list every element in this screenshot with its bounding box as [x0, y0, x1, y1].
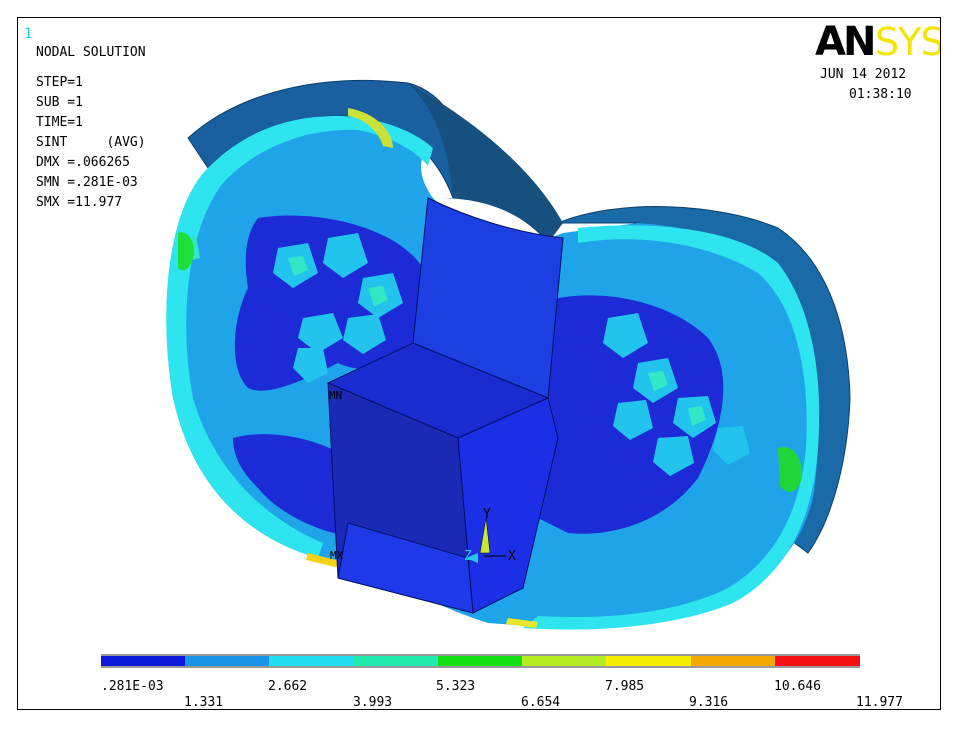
intercondylar-wall [408, 83, 563, 243]
logo-sys: SYS [875, 20, 941, 64]
step-label: STEP=1 [36, 75, 83, 90]
min-marker: MN [329, 389, 343, 402]
time-stamp: 01:38:10 [849, 87, 912, 102]
axis-x-label: X [508, 549, 516, 564]
legend-swatch-6 [606, 654, 692, 668]
legend-swatch-8 [774, 654, 860, 668]
result-item-label: SINT (AVG) [36, 135, 146, 150]
component-lower-face [337, 522, 474, 614]
legend-swatch-1 [185, 654, 271, 668]
window-number: 1 [24, 26, 33, 42]
ansys-logo: AN SYS [815, 19, 941, 65]
max-marker: MX [330, 549, 344, 562]
legend-label-5: 6.654 [521, 695, 561, 710]
axis-y-label: Y [483, 507, 491, 522]
legend-swatch-5 [522, 654, 608, 668]
axis-z-label: Z [464, 549, 472, 564]
legend-swatch-4 [437, 654, 523, 668]
fem-model-view[interactable] [18, 18, 940, 709]
legend-label-2: 2.662 [268, 679, 308, 694]
dmx-label: DMX =.066265 [36, 155, 130, 170]
graphics-window[interactable]: 1 NODAL SOLUTION STEP=1 SUB =1 TIME=1 SI… [17, 17, 941, 710]
time-label: TIME=1 [36, 115, 83, 130]
legend-label-0: .281E-03 [101, 679, 164, 694]
solution-title: NODAL SOLUTION [36, 45, 146, 60]
legend-swatch-2 [269, 654, 355, 668]
legend-swatch-0 [101, 654, 186, 668]
component-top-face [412, 197, 564, 399]
low-stress-zone-left-bottom [233, 434, 358, 538]
substep-label: SUB =1 [36, 95, 83, 110]
hot-zone-rim-top [348, 108, 393, 148]
legend-label-3: 3.993 [353, 695, 393, 710]
smn-label: SMN =.281E-03 [36, 175, 138, 190]
legend-label-8: 10.646 [774, 679, 821, 694]
contour-legend [101, 654, 860, 672]
legend-label-4: 5.323 [436, 679, 476, 694]
legend-swatch-7 [690, 654, 776, 668]
smx-label: SMX =11.977 [36, 195, 123, 210]
hot-zone-left [178, 232, 194, 271]
hot-zone-bottom-right [506, 618, 538, 628]
date-label: JUN 14 2012 [820, 67, 907, 82]
legend-label-9: 11.977 [856, 695, 903, 710]
legend-label-6: 7.985 [605, 679, 645, 694]
logo-an: AN [815, 19, 876, 65]
axis-triad [466, 517, 506, 563]
legend-label-7: 9.316 [689, 695, 729, 710]
legend-label-1: 1.331 [184, 695, 224, 710]
legend-swatch-3 [353, 654, 439, 668]
hot-zone-right [778, 447, 803, 492]
